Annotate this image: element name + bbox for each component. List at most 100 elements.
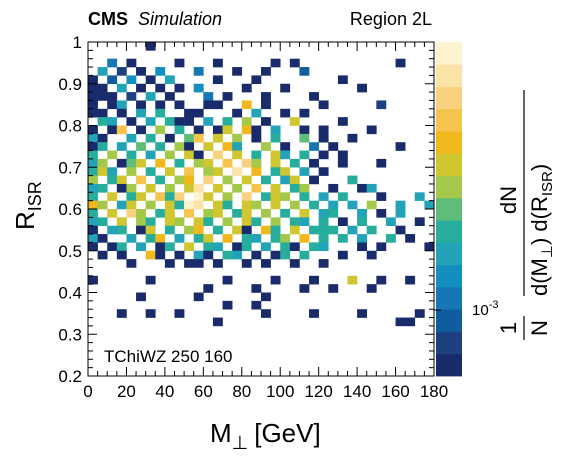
heatmap-cell (309, 142, 319, 151)
heatmap-cell (241, 259, 252, 268)
heatmap-cell (241, 125, 252, 135)
heatmap-cell (126, 192, 137, 201)
heatmap-cell (164, 167, 175, 176)
heatmap-cell (299, 67, 310, 76)
heatmap-cell (136, 158, 146, 168)
heatmap-cell (357, 183, 368, 193)
heatmap-cell (309, 175, 319, 185)
heatmap-cell (164, 242, 175, 252)
heatmap-cell (184, 259, 195, 268)
heatmap-bins (88, 42, 435, 327)
heatmap-cell (299, 108, 310, 118)
heatmap-cell (405, 317, 416, 327)
heatmap-cell (174, 158, 185, 168)
color-scale-segment (436, 264, 462, 288)
y-tick-label: 0.5 (58, 242, 82, 261)
heatmap-cell (97, 200, 108, 210)
heatmap-cell (155, 242, 166, 252)
heatmap-cell (174, 250, 185, 260)
heatmap-cell (347, 275, 358, 285)
heatmap-cell (203, 92, 214, 101)
heatmap-cell (328, 209, 339, 218)
heatmap-cell (222, 142, 233, 151)
heatmap-cell (88, 175, 98, 185)
y-axis-label: RISR (10, 181, 45, 230)
heatmap-cell (261, 175, 271, 185)
heatmap-cell (357, 309, 368, 318)
heatmap-cell (241, 100, 252, 110)
region-label: Region 2L (350, 9, 432, 29)
heatmap-cell (116, 108, 127, 118)
heatmap-cell (88, 209, 98, 218)
heatmap-cell (193, 200, 204, 210)
heatmap-cell (155, 209, 166, 218)
color-scale-segment (436, 42, 462, 65)
heatmap-cell (88, 108, 98, 118)
heatmap-cell (97, 183, 108, 193)
heatmap-cell (309, 309, 319, 318)
heatmap-cell (376, 275, 387, 285)
heatmap-cell (289, 117, 300, 126)
z-label-numerator: dN (496, 186, 521, 214)
heatmap-cell (174, 58, 185, 68)
heatmap-cell (116, 100, 127, 110)
heatmap-cell (318, 225, 329, 235)
heatmap-cell (337, 250, 348, 260)
heatmap-cell (318, 259, 329, 268)
color-scale-segment (436, 86, 462, 110)
heatmap-cell (251, 167, 262, 176)
heatmap-cell (376, 192, 387, 201)
heatmap-cell (270, 217, 281, 226)
z-label-norm-num: 1 (496, 322, 521, 334)
heatmap-cell (174, 234, 185, 243)
heatmap-cell (145, 250, 156, 260)
heatmap-cell (174, 192, 185, 201)
heatmap-cell (251, 158, 262, 168)
heatmap-cell (97, 108, 108, 118)
heatmap-cell (270, 158, 281, 168)
heatmap-cell (203, 209, 214, 218)
heatmap-cell (289, 183, 300, 193)
heatmap-cell (222, 217, 233, 226)
heatmap-cell (270, 58, 281, 68)
heatmap-cell (395, 225, 406, 235)
heatmap-cell (136, 242, 146, 252)
heatmap-cell (376, 100, 387, 110)
heatmap-cell (366, 284, 377, 293)
z-label-norm-den: N (527, 320, 552, 336)
heatmap-cell (193, 217, 204, 226)
heatmap-cell (318, 133, 329, 143)
heatmap-cell (155, 108, 166, 118)
heatmap-cell (280, 242, 291, 252)
heatmap-cell (222, 117, 233, 126)
heatmap-cell (174, 83, 185, 93)
y-tick-label: 0.3 (58, 325, 82, 344)
heatmap-cell (116, 175, 127, 185)
y-tick-label: 0.6 (58, 200, 82, 219)
heatmap-cell (126, 234, 137, 243)
heatmap-cell (193, 158, 204, 168)
heatmap-cell (318, 167, 329, 176)
heatmap-cell (136, 100, 146, 110)
heatmap-cell (145, 117, 156, 126)
heatmap-cell (328, 183, 339, 193)
heatmap-cell (126, 133, 137, 143)
heatmap-cell (116, 200, 127, 210)
x-tick-label: 160 (381, 382, 409, 401)
heatmap-cell (251, 200, 262, 210)
color-scale-segment (436, 242, 462, 266)
heatmap-cell (222, 175, 233, 185)
heatmap-cell (261, 100, 271, 110)
heatmap-cell (241, 225, 252, 235)
heatmap-cell (88, 100, 98, 110)
heatmap-cell (241, 192, 252, 201)
y-tick-label: 0.9 (58, 75, 82, 94)
heatmap-cell (184, 142, 195, 151)
heatmap-cell (261, 259, 271, 268)
heatmap-cell (318, 217, 329, 226)
heatmap-cell (366, 125, 377, 135)
heatmap-cell (203, 175, 214, 185)
heatmap-cell (155, 100, 166, 110)
heatmap-cell (126, 58, 137, 68)
